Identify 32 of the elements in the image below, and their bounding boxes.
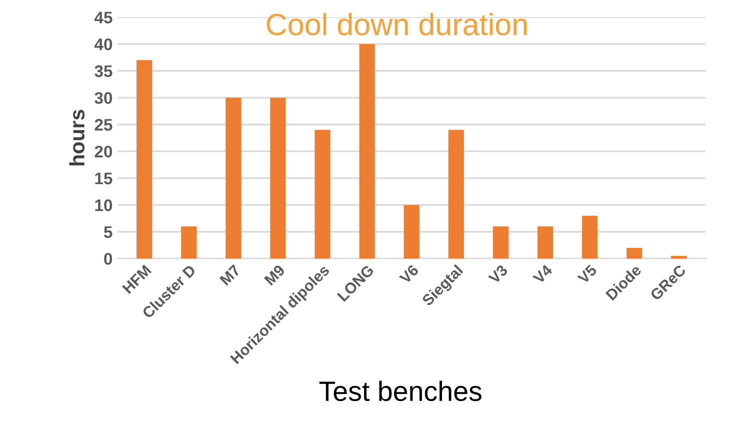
y-tick-label: 40 — [94, 38, 112, 50]
y-axis-title: hours — [69, 110, 85, 166]
bar — [270, 98, 286, 259]
y-tick-label: 20 — [94, 146, 112, 158]
chart-title: Cool down duration — [266, 12, 527, 36]
bar — [448, 130, 464, 259]
bar — [582, 216, 598, 259]
bar — [537, 226, 554, 259]
y-tick-label: 30 — [94, 92, 112, 104]
bar — [314, 130, 330, 259]
x-axis-title: Test benches — [319, 380, 482, 402]
x-tick-label: V5 — [577, 264, 598, 285]
y-tick-label: 25 — [94, 118, 112, 131]
x-tick-label: M7 — [220, 264, 241, 286]
bar — [492, 226, 508, 259]
x-tick-label: V4 — [532, 264, 554, 284]
bar — [226, 98, 242, 259]
bar — [626, 248, 642, 259]
y-tick-label: 15 — [95, 172, 112, 184]
bar — [671, 256, 687, 259]
bar — [181, 226, 197, 259]
x-tick-label: V3 — [488, 264, 508, 285]
bar — [404, 204, 420, 259]
x-tick-label: M9 — [264, 264, 286, 286]
y-tick-label: 5 — [104, 226, 112, 238]
y-tick-label: 35 — [94, 65, 112, 78]
bar — [359, 44, 375, 259]
x-tick-label: V6 — [398, 264, 420, 285]
y-tick-label: 0 — [104, 253, 112, 265]
bar — [136, 60, 152, 259]
y-tick-label: 10 — [95, 199, 112, 212]
y-tick-label: 45 — [94, 12, 112, 24]
